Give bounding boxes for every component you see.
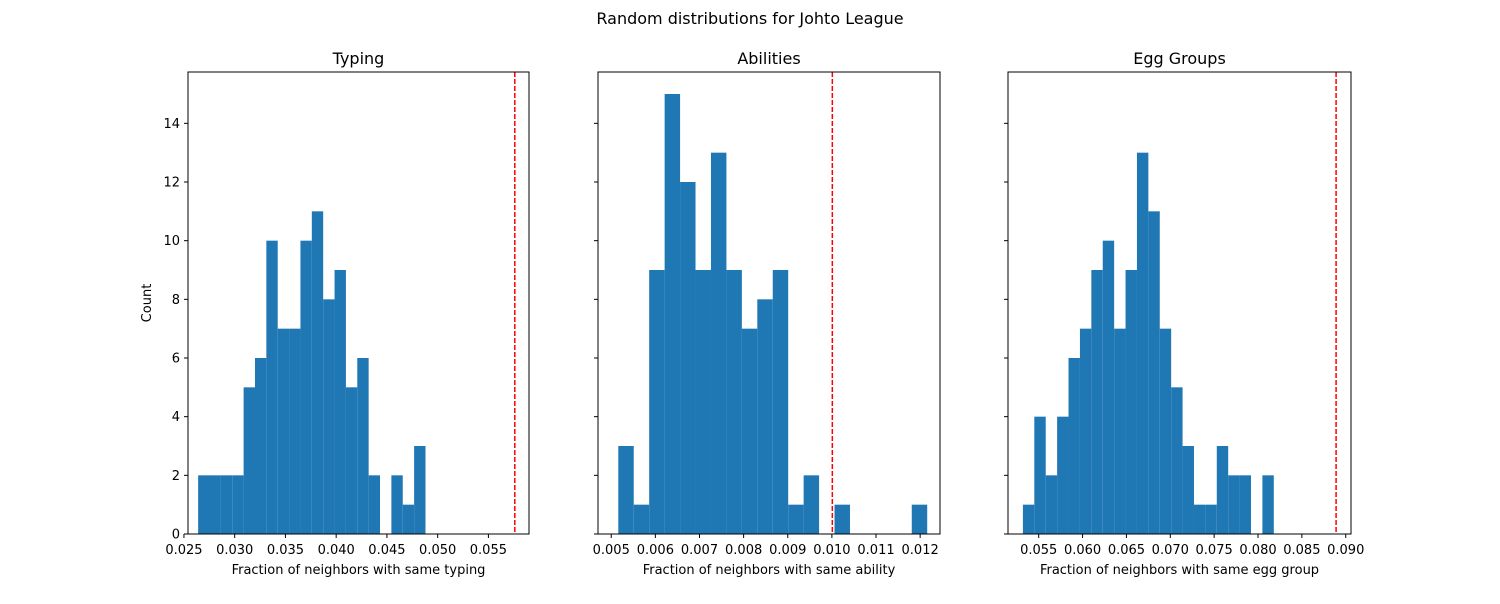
subplot-title: Typing xyxy=(332,49,385,68)
histogram-bar xyxy=(1159,328,1172,534)
x-tick-label: 0.085 xyxy=(1283,543,1320,558)
x-tick-label: 0.075 xyxy=(1196,543,1233,558)
histogram-bar xyxy=(220,475,233,534)
x-tick-label: 0.050 xyxy=(419,543,456,558)
x-tick-label: 0.070 xyxy=(1152,543,1189,558)
x-axis-label: Fraction of neighbors with same egg grou… xyxy=(1040,563,1319,578)
x-tick-label: 0.007 xyxy=(681,543,718,558)
y-tick-label: 6 xyxy=(172,352,180,367)
histogram-bar xyxy=(680,182,696,534)
histogram-bar xyxy=(1148,211,1160,535)
histogram-bar xyxy=(368,475,381,534)
y-tick-label: 2 xyxy=(172,469,180,484)
histogram-bar xyxy=(243,387,255,534)
histogram-bar xyxy=(1216,446,1229,534)
histogram-bar xyxy=(710,152,727,534)
histogram-bar xyxy=(618,446,634,534)
histogram-bar xyxy=(1182,446,1194,534)
histogram-bar xyxy=(277,328,290,534)
histogram-bar xyxy=(741,328,758,534)
y-tick-label: 14 xyxy=(163,117,180,132)
histogram-bar xyxy=(391,475,403,534)
histogram-bar xyxy=(334,270,346,534)
x-tick-label: 0.008 xyxy=(725,543,762,558)
y-axis-label: Count xyxy=(140,284,155,323)
histogram-bar xyxy=(402,504,415,534)
histogram-bar xyxy=(254,358,267,534)
histogram-bar xyxy=(649,270,665,534)
x-tick-label: 0.055 xyxy=(1020,543,1057,558)
axes-frame xyxy=(1007,71,1352,535)
histogram-bar xyxy=(1228,475,1240,534)
histogram-bar xyxy=(664,94,681,534)
x-tick-label: 0.005 xyxy=(593,543,630,558)
histogram-bar xyxy=(1079,328,1092,534)
histogram-bar xyxy=(803,475,820,534)
histogram-bar xyxy=(266,240,278,534)
histogram-bar xyxy=(1022,504,1035,534)
x-axis-label: Fraction of neighbors with same ability xyxy=(643,563,896,578)
x-tick-label: 0.080 xyxy=(1239,543,1276,558)
histogram-bar xyxy=(289,328,301,534)
histogram-bar xyxy=(911,504,928,534)
y-tick-label: 12 xyxy=(163,176,180,191)
histogram-bar xyxy=(1114,328,1126,534)
histogram-bar xyxy=(1239,475,1251,534)
histogram-bar xyxy=(1045,475,1058,534)
x-axis-label: Fraction of neighbors with same typing xyxy=(232,563,486,578)
x-tick-label: 0.055 xyxy=(470,543,507,558)
subplot-title: Abilities xyxy=(737,49,800,68)
x-tick-label: 0.090 xyxy=(1327,543,1364,558)
histogram-bar xyxy=(1091,270,1103,534)
histogram-bar xyxy=(834,504,850,534)
x-tick-label: 0.040 xyxy=(318,543,355,558)
histogram-bar xyxy=(726,270,742,534)
histogram-bar xyxy=(1068,358,1080,534)
histogram-bar xyxy=(209,475,221,534)
x-tick-label: 0.030 xyxy=(216,543,253,558)
histogram-bar xyxy=(633,504,650,534)
histogram-bar xyxy=(1171,387,1183,534)
histogram-bar xyxy=(757,299,773,534)
histogram-bar xyxy=(788,504,804,534)
x-tick-label: 0.011 xyxy=(857,543,894,558)
histogram-bar xyxy=(1057,416,1069,534)
histogram-bar xyxy=(323,299,335,534)
histogram-bar xyxy=(695,270,711,534)
histogram-bar xyxy=(1136,152,1149,534)
x-tick-label: 0.065 xyxy=(1108,543,1145,558)
histogram-bar xyxy=(1125,270,1137,534)
y-tick-label: 10 xyxy=(163,234,180,249)
figure-title: Random distributions for Johto League xyxy=(596,9,904,28)
histogram-bar xyxy=(1262,475,1274,534)
histogram-bar xyxy=(1102,240,1115,534)
histogram-bar xyxy=(772,270,789,534)
x-tick-label: 0.012 xyxy=(902,543,939,558)
x-tick-label: 0.045 xyxy=(368,543,405,558)
y-tick-label: 0 xyxy=(172,528,180,543)
x-tick-label: 0.006 xyxy=(637,543,674,558)
y-tick-label: 8 xyxy=(172,293,180,308)
x-tick-label: 0.009 xyxy=(769,543,806,558)
histogram-bar xyxy=(345,387,358,534)
histogram-bar xyxy=(198,475,210,534)
histogram-bar xyxy=(311,211,324,535)
histogram-bar xyxy=(1193,504,1206,534)
histogram-bar xyxy=(1205,504,1217,534)
y-tick-label: 4 xyxy=(172,410,180,425)
histogram-bar xyxy=(414,446,426,534)
histogram-bar xyxy=(232,475,244,534)
histogram-bar xyxy=(357,358,369,534)
axes-frame xyxy=(597,71,941,535)
x-tick-label: 0.025 xyxy=(165,543,202,558)
histogram-bar xyxy=(1034,416,1046,534)
axes-frame xyxy=(187,71,530,535)
subplot-title: Egg Groups xyxy=(1133,49,1226,68)
x-tick-label: 0.035 xyxy=(267,543,304,558)
x-tick-label: 0.060 xyxy=(1064,543,1101,558)
histogram-bar xyxy=(300,240,312,534)
x-tick-label: 0.010 xyxy=(813,543,850,558)
